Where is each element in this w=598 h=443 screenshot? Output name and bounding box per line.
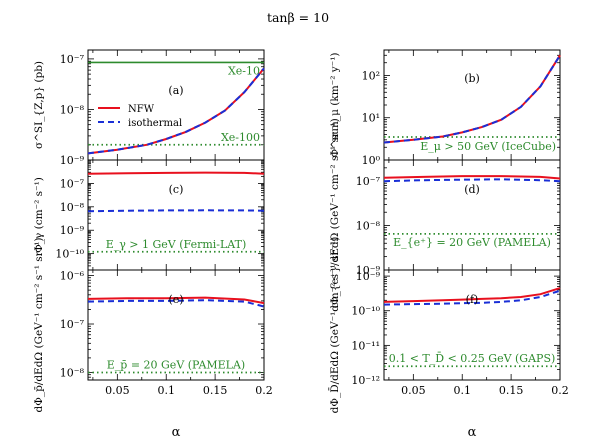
plot-frame xyxy=(383,269,561,381)
y-tick-label: 10⁻⁸ xyxy=(60,201,85,214)
plot-frame xyxy=(87,159,265,271)
series-nfw xyxy=(87,171,265,175)
y-axis-label: σ^SI_{Z,p} (pb) xyxy=(33,61,45,149)
panel-label: (a) xyxy=(168,84,183,97)
y-tick-label: 10¹ xyxy=(362,112,380,125)
panel-label: (d) xyxy=(464,183,480,196)
y-tick-label: 10⁻⁹ xyxy=(356,270,381,283)
x-tick-label: 0.1 xyxy=(453,384,471,397)
series-isothermal xyxy=(87,67,265,155)
y-tick-label: 10⁻⁸ xyxy=(356,220,381,233)
series-nfw xyxy=(87,296,265,305)
y-tick-label: 10⁻⁹ xyxy=(60,154,85,167)
y-axis-label: Φ^sun_μ (km⁻² y⁻¹) xyxy=(329,52,341,157)
y-tick-label: 10⁻¹¹ xyxy=(351,339,380,352)
y-tick-label: 10⁻⁷ xyxy=(60,318,85,331)
series-isothermal xyxy=(383,178,561,183)
y-axis-label: dΦ_D̄/dEdΩ (GeV⁻¹ cm⁻² s⁻¹ sr⁻¹) xyxy=(328,237,341,414)
y-tick-label: 10⁰ xyxy=(362,154,381,167)
figure-title: tanβ = 10 xyxy=(267,10,329,25)
x-tick-label: 0.05 xyxy=(401,384,426,397)
series-isothermal xyxy=(87,299,265,308)
limit-label: E_γ > 1 GeV (Fermi-LAT) xyxy=(106,238,247,251)
y-tick-label: 10⁻⁸ xyxy=(60,366,85,379)
y-tick-label: 10⁻⁸ xyxy=(60,103,85,116)
panel-b: 10⁰ 10¹ 10² E_μ > 50 GeV (IceCube) (b) Φ^sun_… xyxy=(329,49,561,167)
legend: NFW isothermal xyxy=(98,104,182,129)
panel-f: 10⁻¹² 10⁻¹¹ 10⁻¹⁰ 10⁻⁹ 0.05 0.1 0.15 0.2 0.1 < T… xyxy=(328,237,569,414)
limit-label: E_{e⁺} = 20 GeV (PAMELA) xyxy=(393,236,551,249)
x-tick-label: 0.15 xyxy=(203,384,228,397)
x-tick-label: 0.15 xyxy=(499,384,524,397)
panel-label: (b) xyxy=(464,72,480,85)
series-nfw xyxy=(383,175,561,180)
y-tick-label: 10⁻⁹ xyxy=(60,224,85,237)
x-axis-label: α xyxy=(172,425,181,440)
series-nfw xyxy=(383,287,561,303)
y-tick-label: 10⁻⁹ xyxy=(356,264,381,277)
panel-label: (f) xyxy=(466,293,479,306)
limit-label: E_p̄ = 20 GeV (PAMELA) xyxy=(107,358,245,371)
panel-e: 10⁻⁸ 10⁻⁷ 10⁻⁶ 0.05 0.1 0.15 0.2 E_p̄ = 20 GeV … xyxy=(33,237,273,412)
x-tick-label: 0.1 xyxy=(157,384,175,397)
y-tick-label: 10⁻⁷ xyxy=(356,175,381,188)
limit-label: Xe-100 xyxy=(221,131,260,144)
series-isothermal xyxy=(87,209,265,213)
series-isothermal xyxy=(383,289,561,306)
panels: 10⁻⁹ 10⁻⁸ 10⁻⁷ Xe-10 Xe-100 (a) σ^SI_{Z,p} (pb… xyxy=(33,49,569,440)
legend-label-isothermal: isothermal xyxy=(128,118,182,129)
y-tick-label: 10⁻⁷ xyxy=(60,53,85,66)
x-tick-label: 0.05 xyxy=(105,384,130,397)
panel-d: 10⁻⁹ 10⁻⁸ 10⁻⁷ E_{e⁺} = 20 GeV (PAMELA) (d) d… xyxy=(329,118,561,312)
limit-label: E_μ > 50 GeV (IceCube) xyxy=(420,140,556,153)
panel-label: (e) xyxy=(168,293,183,306)
panel-label: (c) xyxy=(169,183,184,196)
y-tick-label: 10⁻¹² xyxy=(351,374,380,387)
x-tick-label: 0.2 xyxy=(255,384,273,397)
y-tick-label: 10⁻⁶ xyxy=(60,270,85,283)
y-tick-label: 10⁻¹⁰ xyxy=(351,305,380,318)
x-tick-label: 0.2 xyxy=(551,384,569,397)
plot-frame xyxy=(87,269,265,381)
panel-a: 10⁻⁹ 10⁻⁸ 10⁻⁷ Xe-10 Xe-100 (a) σ^SI_{Z,p} (pb… xyxy=(33,49,265,167)
limit-label: Xe-10 xyxy=(228,64,260,77)
series-nfw xyxy=(383,54,561,144)
y-axis-label: dΦ_p̄/dEdΩ (GeV⁻¹ cm⁻² s⁻¹ sr⁻¹) xyxy=(33,237,45,412)
x-axis-label: α xyxy=(468,425,477,440)
y-axis-label: dΦ_{e⁺}/dEdΩ (GeV⁻¹ cm⁻² s⁻¹ sr⁻¹) xyxy=(329,118,341,311)
series-isothermal xyxy=(383,54,561,144)
limit-label: 0.1 < T_D̄ < 0.25 GeV (GAPS) xyxy=(389,352,556,365)
y-tick-label: 10² xyxy=(362,69,380,82)
y-tick-label: 10⁻⁷ xyxy=(60,177,85,190)
y-tick-label: 10⁻¹⁰ xyxy=(55,248,84,261)
legend-label-nfw: NFW xyxy=(128,104,155,115)
y-axis-label: Φ_γ (cm⁻² s⁻¹) xyxy=(33,177,45,253)
panel-c: 10⁻¹⁰ 10⁻⁹ 10⁻⁸ 10⁻⁷ E_γ > 1 GeV (Fermi-LAT)… xyxy=(33,159,265,271)
